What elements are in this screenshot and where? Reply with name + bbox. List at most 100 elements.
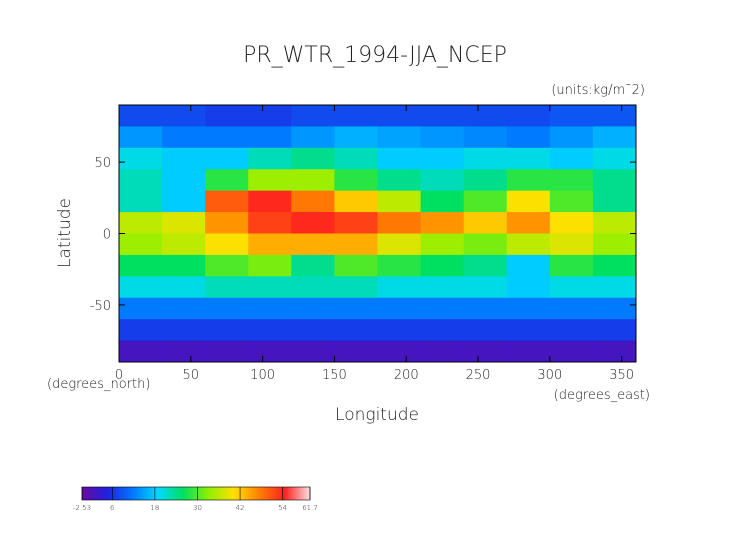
map-cell [506, 126, 551, 149]
map-cell [291, 212, 335, 234]
map-cell [506, 169, 551, 192]
map-cell [506, 105, 551, 127]
map-cell [549, 319, 594, 342]
y-tick-label: -50 [90, 299, 111, 314]
axes: 0 50 100 150 200 250 300 350 -50 0 50 [90, 104, 637, 383]
map-cell [592, 319, 637, 342]
map-cell [205, 212, 249, 234]
map-cell [119, 340, 163, 363]
colorbar-tick-label: 61.7 [302, 504, 318, 512]
map-cell [592, 169, 637, 192]
map-cells [119, 105, 637, 363]
map-cell [162, 147, 206, 170]
map-cell [291, 169, 335, 192]
colorbar-tick-label: 42 [236, 504, 245, 512]
map-cell [248, 233, 292, 256]
map-cell [248, 254, 292, 277]
colorbar-tick-label: 18 [150, 504, 159, 512]
map-cell [377, 297, 422, 320]
units-label: (units:kg/m¯2) [551, 83, 645, 98]
map-cell [291, 254, 335, 277]
map-cell [162, 233, 206, 256]
map-cell [592, 212, 637, 234]
chart-title: PR_WTR_1994-JJA_NCEP [243, 43, 507, 68]
map-cell [119, 147, 163, 170]
colorbar-tick-label: 30 [193, 504, 202, 512]
map-cell [162, 297, 206, 320]
map-cell [506, 212, 551, 234]
map-cell [162, 212, 206, 234]
map-cell [549, 126, 594, 149]
map-cell [291, 297, 335, 320]
map-cell [549, 233, 594, 256]
map-cell [420, 126, 465, 149]
map-cell [506, 147, 551, 170]
map-cell [420, 105, 465, 127]
map-cell [291, 105, 335, 127]
map-cell [463, 254, 508, 277]
map-cell [248, 169, 292, 192]
map-cell [119, 254, 163, 277]
map-cell [420, 212, 465, 234]
map-cell [549, 147, 594, 170]
map-cell [162, 254, 206, 277]
map-cell [205, 233, 249, 256]
map-cell [248, 147, 292, 170]
colorbar-tick-label: -2.53 [73, 504, 91, 512]
map-cell [463, 190, 508, 213]
map-cell [506, 297, 551, 320]
map-cell [291, 276, 335, 299]
map-cell [334, 297, 378, 320]
map-cell [377, 254, 422, 277]
map-cell [248, 190, 292, 213]
map-cell [334, 212, 378, 234]
map-cell [592, 105, 637, 127]
map-cell [549, 254, 594, 277]
map-cell [463, 276, 508, 299]
map-cell [420, 340, 465, 363]
map-cell [377, 169, 422, 192]
map-cell [119, 297, 163, 320]
map-cell [592, 276, 637, 299]
map-cell [506, 190, 551, 213]
x-tick-label: 350 [609, 368, 634, 383]
map-cell [291, 147, 335, 170]
map-cell [377, 190, 422, 213]
map-cell [334, 169, 378, 192]
map-cell [291, 319, 335, 342]
map-cell [506, 340, 551, 363]
map-cell [592, 126, 637, 149]
map-cell [506, 276, 551, 299]
colorbar-tick-label: 6 [110, 504, 114, 512]
map-cell [334, 105, 378, 127]
map-cell [205, 190, 249, 213]
map-cell [420, 169, 465, 192]
map-cell [377, 105, 422, 127]
map-cell [162, 276, 206, 299]
map-cell [549, 105, 594, 127]
map-cell [377, 276, 422, 299]
map-cell [420, 276, 465, 299]
map-cell [463, 212, 508, 234]
map-cell [205, 147, 249, 170]
map-cell [248, 319, 292, 342]
map-cell [377, 147, 422, 170]
map-cell [205, 169, 249, 192]
map-cell [205, 276, 249, 299]
map-cell [377, 212, 422, 234]
map-cell [248, 276, 292, 299]
map-cell [420, 297, 465, 320]
map-cell [119, 169, 163, 192]
map-cell [463, 233, 508, 256]
x-tick-label: 300 [537, 368, 562, 383]
map-cell [592, 254, 637, 277]
map-cell [162, 105, 206, 127]
map-cell [291, 190, 335, 213]
map-cell [205, 254, 249, 277]
map-cell [119, 190, 163, 213]
map-cell [205, 319, 249, 342]
map-cell [248, 340, 292, 363]
x-axis-title: Longitude [335, 405, 419, 425]
map-cell [420, 233, 465, 256]
map-cell [205, 105, 249, 127]
